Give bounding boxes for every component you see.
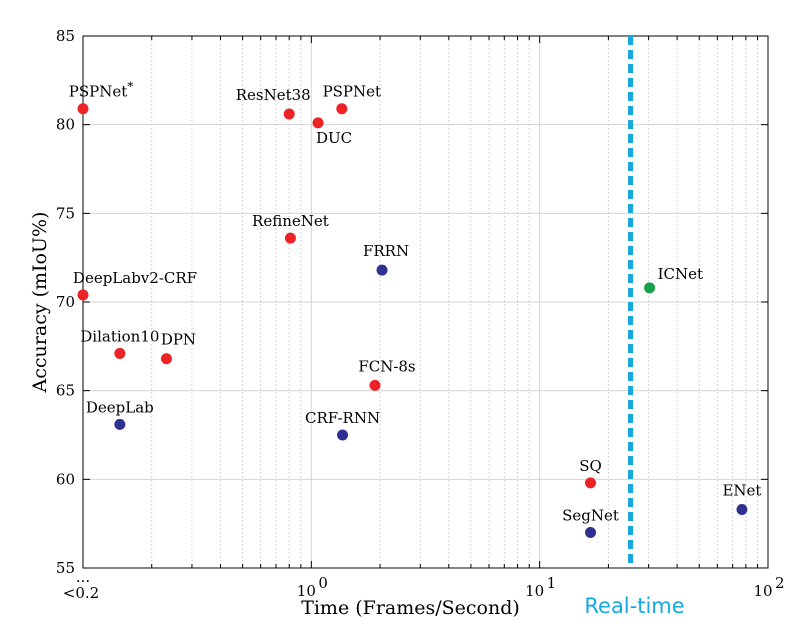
point-label-icnet: ICNet	[658, 265, 703, 283]
point-label-crf-rnn: CRF-RNN	[305, 409, 380, 427]
y-tick-label: 85	[56, 27, 75, 45]
point-label-dilation10: Dilation10	[80, 327, 159, 345]
x-tick-exponent: 2	[775, 574, 785, 592]
point-dpn	[160, 353, 172, 365]
point-label-duc: DUC	[316, 129, 352, 147]
point-enet	[736, 503, 748, 515]
x-tick-label: 10	[297, 582, 316, 600]
x-tick-label: <0.2	[63, 584, 99, 602]
point-label-enet: ENet	[722, 481, 761, 499]
point-label-refinenet: RefineNet	[252, 212, 329, 230]
point-refinenet	[284, 232, 296, 244]
point-label-segnet: SegNet	[562, 507, 619, 525]
point-pspnet	[77, 103, 89, 115]
point-dilation10	[114, 347, 126, 359]
grid	[82, 35, 769, 569]
point-label-pspnet: PSPNet*	[69, 80, 134, 101]
point-label-fcn-8s: FCN-8s	[358, 357, 415, 375]
point-icnet	[644, 282, 656, 294]
point-duc	[312, 117, 324, 129]
y-tick-label: 80	[56, 116, 75, 134]
y-tick-label: 60	[56, 470, 75, 488]
x-tick-exponent: 0	[318, 574, 328, 592]
point-label-sq: SQ	[579, 457, 602, 475]
x-tick-exponent: 1	[547, 574, 557, 592]
x-axis-title: Time (Frames/Second)	[301, 597, 520, 619]
marks: Real-time PSPNet* ResNet38 DUC PSPNet RefineN…	[69, 36, 761, 618]
point-label-pspnet: PSPNet	[323, 83, 382, 101]
point-deeplab	[114, 418, 126, 430]
axis-box	[82, 35, 769, 569]
x-tick-ellipsis: ...	[76, 568, 90, 586]
y-tick-label: 65	[56, 382, 75, 400]
point-frrn	[376, 264, 388, 276]
point-crf-rnn	[337, 429, 349, 441]
point-sq	[585, 477, 597, 489]
x-tick-label: 10	[525, 582, 544, 600]
point-label-deeplab: DeepLab	[86, 398, 154, 416]
realtime-label: Real-time	[584, 594, 684, 618]
y-tick-label: 70	[56, 293, 75, 311]
point-label-deeplabv2-crf: DeepLabv2-CRF	[73, 269, 197, 287]
point-resnet38	[283, 108, 295, 120]
point-label-dpn: DPN	[161, 331, 196, 349]
point-deeplabv2-crf	[77, 289, 89, 301]
point-label-superscript: *	[127, 80, 133, 94]
point-pspnet	[336, 103, 348, 115]
point-label-resnet38: ResNet38	[236, 86, 311, 104]
point-label-frrn: FRRN	[363, 242, 409, 260]
point-fcn-8s	[369, 379, 381, 391]
x-tick-label: 10	[753, 582, 772, 600]
y-tick-label: 75	[56, 204, 75, 222]
y-axis-title: Accuracy (mIoU%)	[29, 212, 51, 394]
y-tick-label: 55	[56, 559, 75, 577]
point-segnet	[585, 527, 597, 539]
